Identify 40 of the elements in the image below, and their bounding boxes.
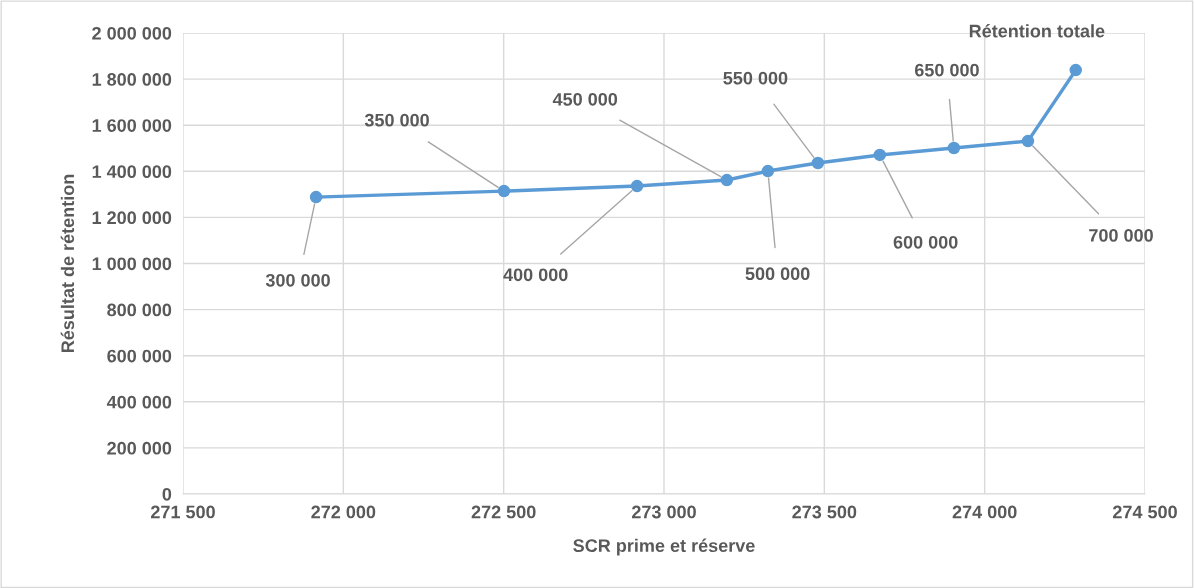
- point: [761, 164, 775, 178]
- point: [497, 184, 511, 198]
- annotation: 650 000: [914, 63, 979, 77]
- y-tick-label: 1 000 000: [92, 257, 172, 271]
- y-tick-label: 800 000: [107, 303, 172, 317]
- y-tick-label: 0: [162, 487, 172, 501]
- point: [873, 148, 887, 162]
- annotation: Rétention totale: [969, 24, 1105, 38]
- y-tick-label: 200 000: [107, 441, 172, 455]
- x-tick-label: 272 000: [311, 505, 376, 519]
- point: [811, 156, 825, 170]
- point: [630, 179, 644, 193]
- y-tick-label: 1 600 000: [92, 119, 172, 132]
- annotation: 550 000: [723, 71, 788, 85]
- y-tick-label: 600 000: [107, 349, 172, 363]
- x-tick-label: 272 500: [471, 505, 536, 519]
- annotation: 600 000: [893, 235, 958, 249]
- y-tick-label: 1 200 000: [92, 211, 172, 225]
- x-tick-label: 273 000: [632, 505, 696, 519]
- y-tick-label: 1 800 000: [92, 73, 172, 86]
- point: [720, 173, 734, 187]
- annotation: 300 000: [265, 273, 330, 287]
- annotation: 400 000: [503, 268, 568, 282]
- x-tick-label: 273 500: [792, 505, 857, 519]
- x-tick-label: 274 000: [952, 505, 1017, 519]
- y-axis-title: Résultat de rétention: [60, 174, 75, 353]
- annotation: 700 000: [1089, 229, 1153, 242]
- y-tick-label: 400 000: [106, 395, 172, 409]
- point: [309, 190, 323, 204]
- point: [947, 141, 961, 155]
- annotation: 350 000: [364, 113, 429, 127]
- annotation: 450 000: [552, 92, 618, 106]
- annotation: 500 000: [745, 267, 810, 281]
- y-tick-label: 1 400 000: [92, 165, 172, 179]
- x-tick-label: 271 500: [151, 505, 215, 519]
- point: [1069, 63, 1082, 77]
- x-tick-label: 274 500: [1113, 505, 1177, 519]
- point: [1021, 134, 1035, 148]
- y-tick-label: 2 000 000: [92, 26, 172, 40]
- x-axis-title: SCR prime et réserve: [573, 538, 755, 556]
